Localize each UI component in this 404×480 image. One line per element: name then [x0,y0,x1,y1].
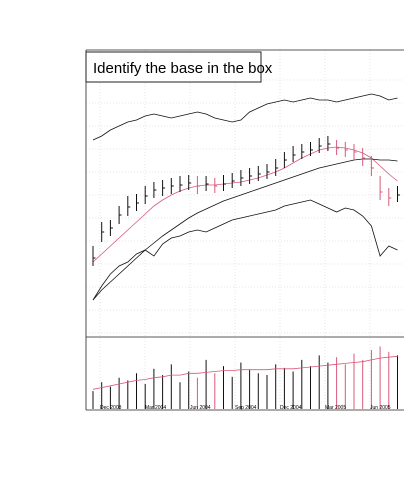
title-box [85,51,262,83]
x-tick-label: Jun 2005 [370,405,391,411]
x-tick-label: Mar 2004 [145,405,166,411]
x-tick-label: Dec 2003 [100,405,122,411]
line [92,146,398,263]
line [92,158,398,301]
line [92,199,398,301]
x-tick-label: Mar 2005 [325,405,346,411]
line [92,355,398,390]
x-tick-label: Dec 2004 [280,405,302,411]
line [92,93,398,141]
x-tick-label: Sep 2004 [235,405,257,411]
chart-title: Identify the base in the box [93,60,273,77]
x-tick-label: Jun 2004 [190,405,211,411]
